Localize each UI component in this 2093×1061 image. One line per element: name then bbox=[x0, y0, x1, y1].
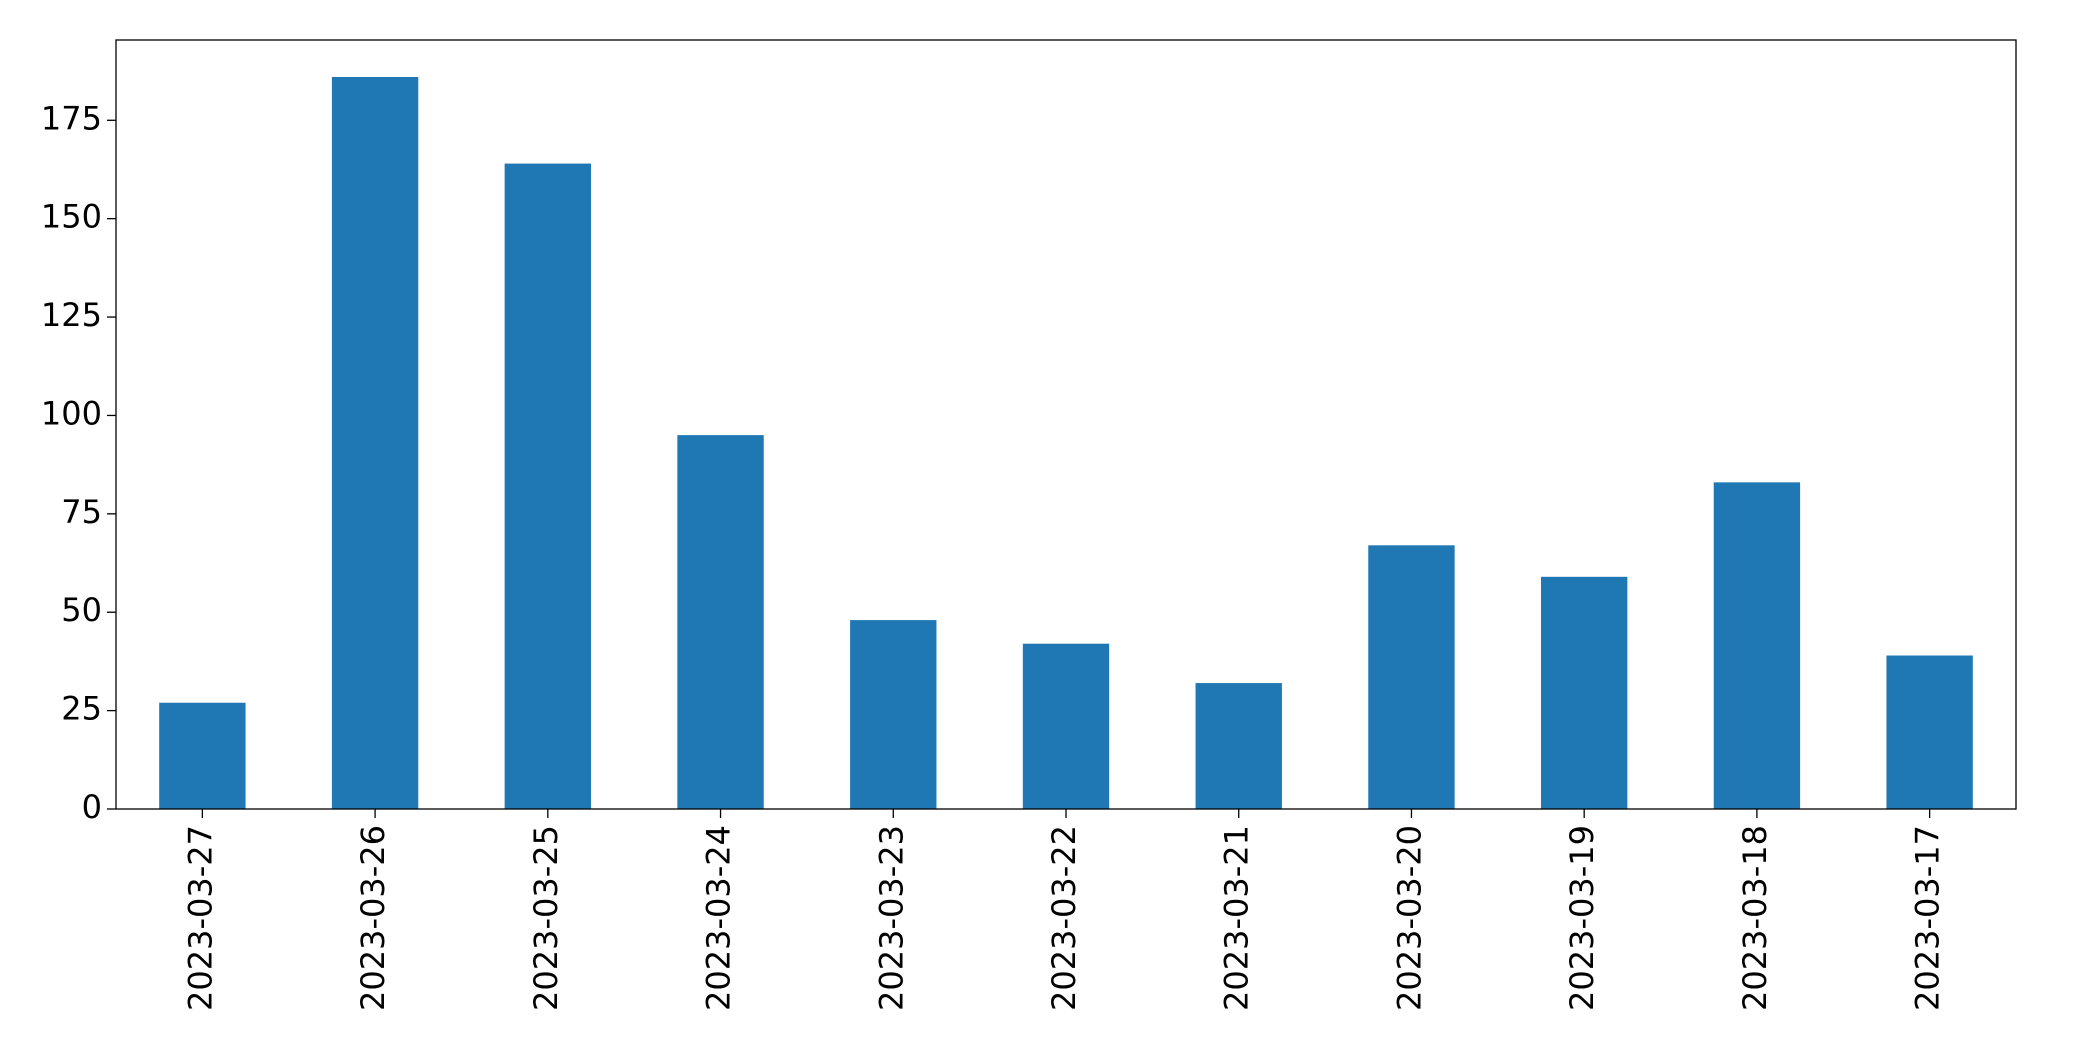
bar bbox=[1368, 545, 1455, 809]
x-tick-label: 2023-03-18 bbox=[1736, 825, 1774, 1011]
x-tick-label: 2023-03-26 bbox=[354, 825, 392, 1011]
bar bbox=[331, 76, 419, 810]
bar bbox=[1022, 643, 1110, 809]
bar bbox=[504, 163, 591, 810]
y-tick-label: 75 bbox=[61, 493, 102, 531]
plot-frame bbox=[115, 39, 2017, 810]
x-tick-label: 2023-03-23 bbox=[872, 825, 910, 1011]
bar bbox=[1886, 655, 1973, 809]
bar bbox=[1195, 683, 1282, 809]
x-tick-label: 2023-03-21 bbox=[1218, 825, 1256, 1011]
bar bbox=[159, 702, 246, 809]
x-tick-label: 2023-03-19 bbox=[1563, 825, 1601, 1011]
x-tick-label: 2023-03-20 bbox=[1390, 825, 1428, 1011]
y-tick-label: 100 bbox=[41, 394, 102, 432]
y-tick-label: 125 bbox=[41, 296, 102, 334]
y-tick-label: 25 bbox=[61, 690, 102, 728]
y-tick-label: 50 bbox=[61, 591, 102, 629]
x-tick-label: 2023-03-24 bbox=[700, 825, 738, 1011]
x-tick-label: 2023-03-25 bbox=[527, 825, 565, 1011]
bar bbox=[677, 435, 764, 809]
x-tick-label: 2023-03-22 bbox=[1045, 825, 1083, 1011]
bar bbox=[1541, 576, 1628, 809]
x-tick-label: 2023-03-27 bbox=[181, 825, 219, 1011]
y-tick-label: 175 bbox=[41, 99, 102, 137]
x-tick-label: 2023-03-17 bbox=[1909, 825, 1947, 1011]
bar bbox=[850, 620, 937, 809]
y-tick-label: 150 bbox=[41, 198, 102, 236]
y-tick-label: 0 bbox=[82, 788, 102, 826]
bar bbox=[1713, 482, 1801, 809]
